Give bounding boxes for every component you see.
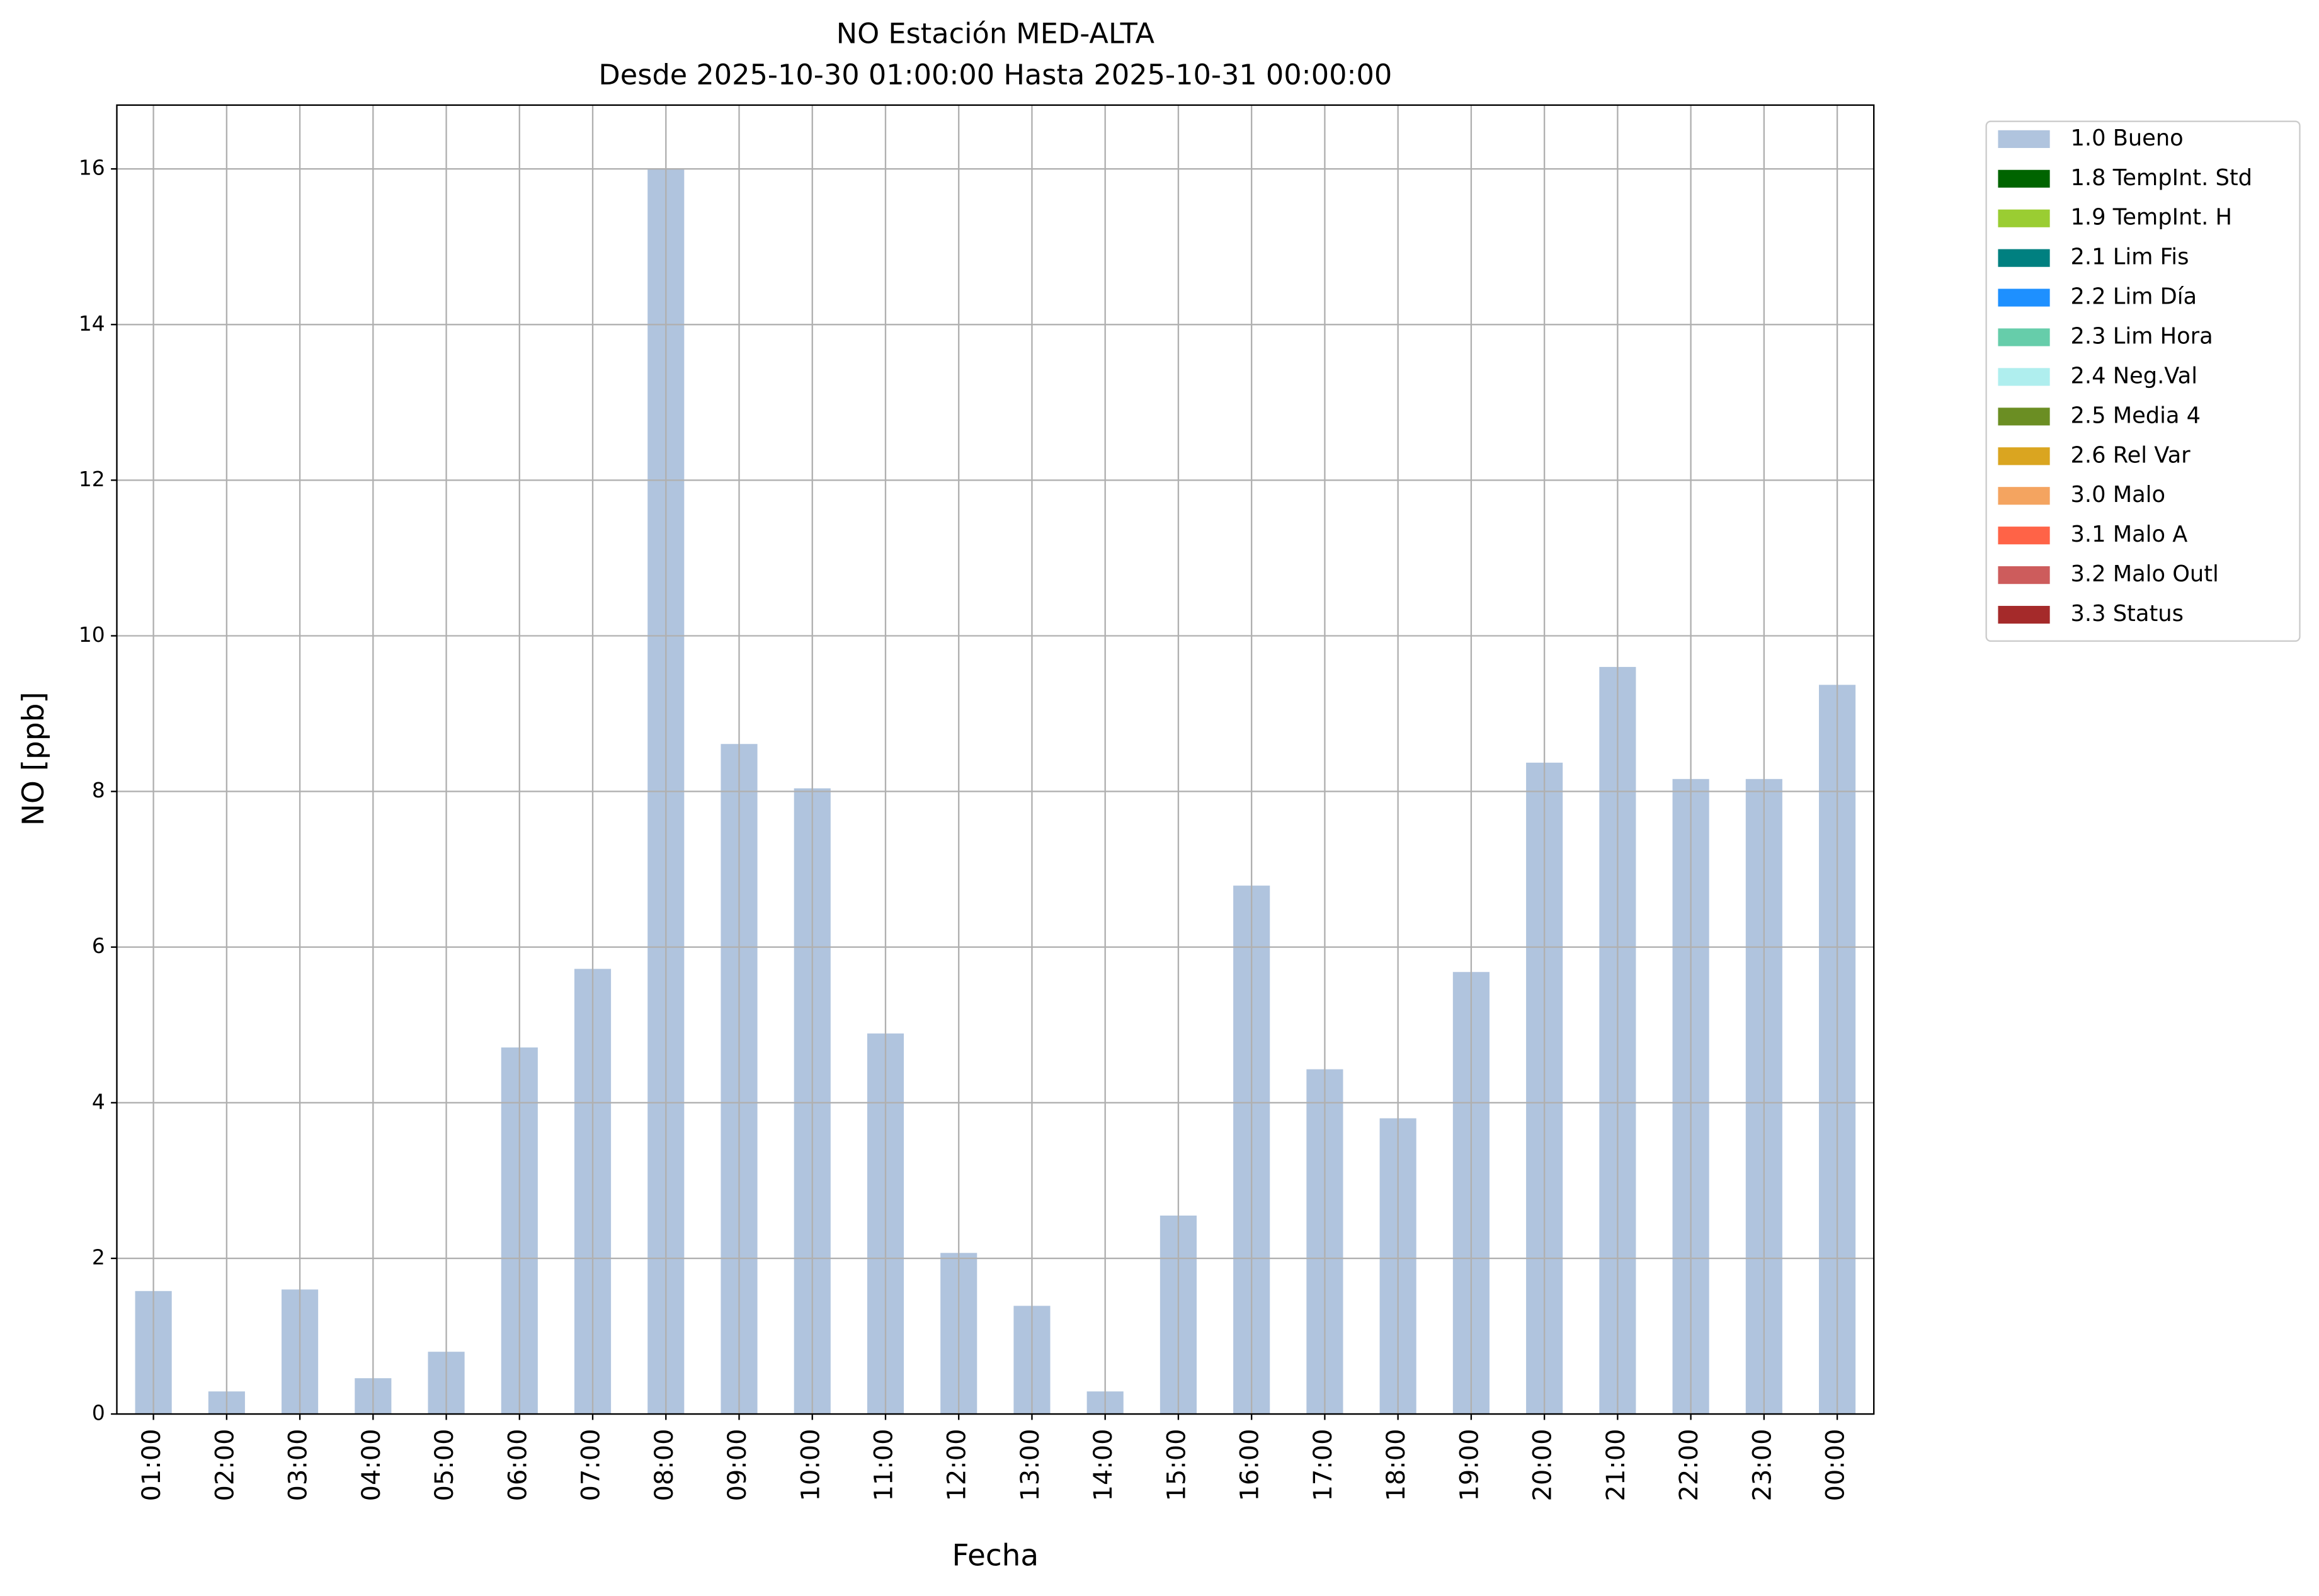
legend-label: 2.4 Neg.Val bbox=[2071, 363, 2198, 389]
x-tick-label: 00:00 bbox=[1821, 1429, 1850, 1502]
x-tick-label: 12:00 bbox=[943, 1429, 972, 1502]
legend-swatch bbox=[1998, 447, 2050, 465]
legend-label: 1.8 TempInt. Std bbox=[2071, 165, 2252, 191]
legend-swatch bbox=[1998, 130, 2050, 148]
legend-label: 2.2 Lim Día bbox=[2071, 284, 2197, 310]
legend-label: 3.3 Status bbox=[2071, 601, 2184, 627]
x-tick-label: 09:00 bbox=[723, 1429, 752, 1502]
legend-swatch bbox=[1998, 328, 2050, 346]
x-axis-label: Fecha bbox=[952, 1538, 1039, 1573]
x-tick-label: 19:00 bbox=[1455, 1429, 1484, 1502]
legend-swatch bbox=[1998, 566, 2050, 584]
y-tick-label: 16 bbox=[79, 156, 105, 180]
plot-frame bbox=[116, 104, 1875, 1415]
chart-subtitle: Desde 2025-10-30 01:00:00 Hasta 2025-10-… bbox=[598, 59, 1392, 91]
x-tick-label: 16:00 bbox=[1236, 1429, 1265, 1502]
legend-label: 3.2 Malo Outl bbox=[2071, 561, 2219, 587]
legend-label: 1.9 TempInt. H bbox=[2071, 205, 2232, 231]
x-tick-label: 17:00 bbox=[1309, 1429, 1338, 1502]
legend-swatch bbox=[1998, 408, 2050, 426]
x-tick-label: 10:00 bbox=[796, 1429, 825, 1502]
legend-swatch bbox=[1998, 527, 2050, 545]
legend-swatch bbox=[1998, 209, 2050, 227]
x-tick-label: 14:00 bbox=[1089, 1429, 1118, 1502]
x-tick-label: 15:00 bbox=[1162, 1429, 1191, 1502]
y-tick-label: 2 bbox=[92, 1245, 105, 1269]
y-tick-label: 0 bbox=[92, 1401, 105, 1425]
x-tick-label: 22:00 bbox=[1675, 1429, 1704, 1502]
x-tick-label: 21:00 bbox=[1602, 1429, 1631, 1502]
legend-swatch bbox=[1998, 249, 2050, 267]
legend-label: 3.1 Malo A bbox=[2071, 522, 2188, 547]
y-tick-label: 12 bbox=[79, 467, 105, 491]
legend-label: 2.6 Rel Var bbox=[2071, 442, 2191, 468]
x-tick-label: 04:00 bbox=[357, 1429, 386, 1502]
y-tick-label: 10 bbox=[79, 622, 105, 647]
legend-swatch bbox=[1998, 487, 2050, 505]
legend-swatch bbox=[1998, 368, 2050, 386]
x-tick-label: 01:00 bbox=[137, 1429, 166, 1502]
x-tick-label: 11:00 bbox=[869, 1429, 898, 1502]
legend-label: 2.5 Media 4 bbox=[2071, 402, 2201, 428]
x-tick-label: 08:00 bbox=[650, 1429, 679, 1502]
x-tick-label: 18:00 bbox=[1382, 1429, 1411, 1502]
legend-label: 1.0 Bueno bbox=[2071, 125, 2184, 151]
legend-swatch bbox=[1998, 288, 2050, 307]
legend-swatch bbox=[1998, 605, 2050, 624]
legend-label: 2.3 Lim Hora bbox=[2071, 324, 2213, 350]
x-tick-label: 05:00 bbox=[430, 1429, 459, 1502]
x-tick-label: 23:00 bbox=[1748, 1429, 1777, 1502]
legend-label: 2.1 Lim Fis bbox=[2071, 244, 2189, 270]
y-tick-label: 6 bbox=[92, 933, 105, 958]
x-tick-label: 03:00 bbox=[284, 1429, 313, 1502]
legend-box bbox=[1985, 120, 2301, 642]
y-axis-label: NO [ppb] bbox=[16, 692, 51, 826]
y-tick-label: 14 bbox=[79, 311, 105, 336]
y-tick-label: 8 bbox=[92, 778, 105, 802]
x-tick-label: 20:00 bbox=[1529, 1429, 1558, 1502]
legend-swatch bbox=[1998, 169, 2050, 188]
x-tick-label: 07:00 bbox=[577, 1429, 606, 1502]
y-tick-label: 4 bbox=[92, 1089, 105, 1114]
legend-label: 3.0 Malo bbox=[2071, 482, 2166, 508]
x-tick-label: 13:00 bbox=[1016, 1429, 1045, 1502]
x-tick-label: 06:00 bbox=[503, 1429, 532, 1502]
chart-title: NO Estación MED-ALTA bbox=[836, 17, 1155, 50]
x-tick-label: 02:00 bbox=[210, 1429, 239, 1502]
